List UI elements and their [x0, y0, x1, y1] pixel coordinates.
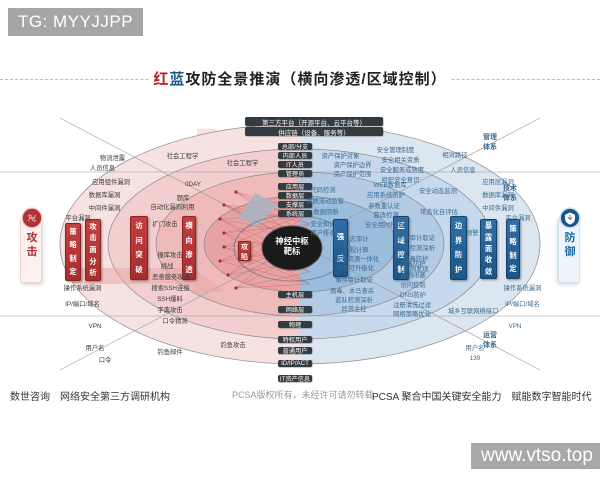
- svg-text:靶标: 靶标: [284, 246, 301, 256]
- svg-text:神经中枢: 神经中枢: [275, 236, 309, 246]
